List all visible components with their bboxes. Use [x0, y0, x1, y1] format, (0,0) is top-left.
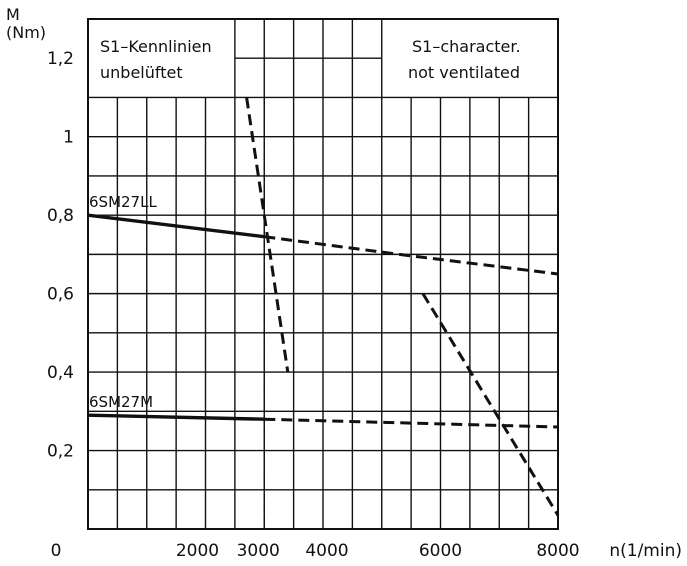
box-right-line1: S1–character. [412, 37, 521, 56]
box-left-line1: S1–Kennlinien [100, 37, 212, 56]
series-6sm27m-solid [87, 413, 265, 421]
series-lines [87, 97, 560, 529]
x-tick-label: 2000 [176, 541, 219, 561]
series-6sm27ll-solid [87, 213, 265, 239]
y-tick-label: 0,2 [47, 442, 74, 462]
x-tick-label: 3000 [237, 541, 280, 561]
series-6sm27m-dashed [264, 417, 559, 429]
y-axis-label-line1: M [6, 5, 20, 24]
series-label-6sm27ll: 6SM27LL [89, 193, 157, 211]
y-tick-label: 0,6 [47, 285, 74, 305]
x-axis-label: n(1/min) [609, 541, 682, 561]
y-tick-label: 0,8 [47, 206, 74, 226]
axis-labels: 6SM27LL 6SM27M 0,2 0,4 0,6 0,8 1 1,2 0 2000 3000 40… [6, 5, 682, 561]
y-axis-label-line2: (Nm) [6, 23, 46, 42]
limit-curve-1 [245, 97, 290, 373]
box-right-line2: not ventilated [408, 63, 520, 82]
limit-curve-2 [421, 292, 560, 517]
x-tick-label: 6000 [419, 541, 462, 561]
grid [87, 18, 559, 530]
series-6sm27ll-dashed [264, 235, 559, 276]
y-tick-label: 1,2 [47, 49, 74, 69]
series-label-6sm27m: 6SM27M [89, 393, 153, 411]
x-tick-label: 8000 [536, 541, 579, 561]
x-tick-label: 4000 [305, 541, 348, 561]
legend-boxes: S1–Kennlinien unbelüftet S1–character. not … [100, 37, 521, 82]
y-tick-label: 0,4 [47, 363, 74, 383]
x-tick-label: 0 [51, 541, 62, 561]
box-left-line2: unbelüftet [100, 63, 183, 82]
y-tick-label: 1 [63, 128, 74, 148]
